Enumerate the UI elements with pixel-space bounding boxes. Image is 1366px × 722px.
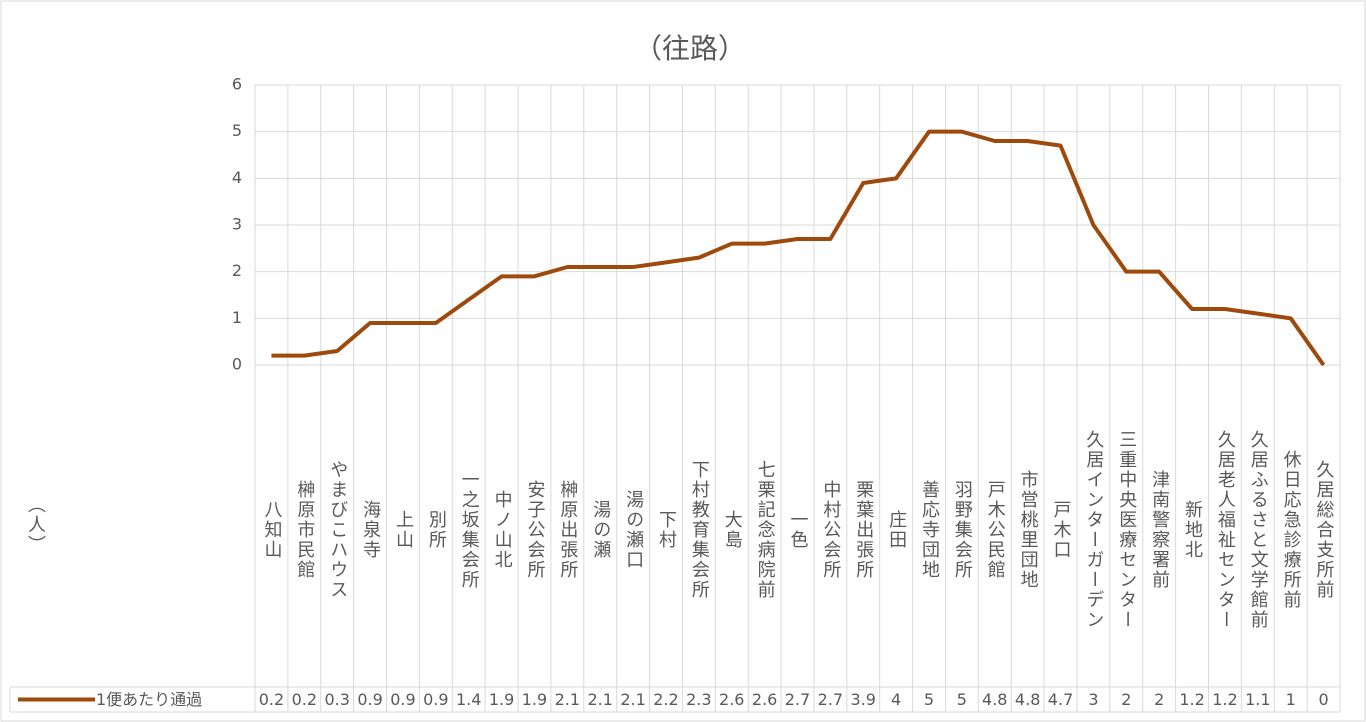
- table-value: 0.3: [324, 690, 349, 709]
- x-tick-label: 新地北: [1182, 500, 1203, 560]
- legend-label: 1便あたり通過: [96, 690, 202, 709]
- table-value: 5: [957, 690, 967, 709]
- y-tick-label: 3: [232, 215, 242, 234]
- table-value: 4.8: [982, 690, 1007, 709]
- x-tick-label: 久居総合支所前: [1314, 460, 1335, 600]
- x-tick-label: 市営桃里団地: [1018, 470, 1039, 590]
- x-tick-label: 善応寺団地: [919, 480, 940, 580]
- x-tick-label: 七栗記念病院前: [755, 460, 776, 600]
- x-tick-label: 久居インターガーデン: [1083, 430, 1104, 630]
- table-value: 2.6: [752, 690, 777, 709]
- x-tick-label: 大島: [722, 510, 743, 550]
- table-value: 0.9: [390, 690, 415, 709]
- x-tick-label: 中ノ山北: [492, 490, 513, 570]
- table-value: 1.2: [1212, 690, 1237, 709]
- x-tick-label: 三重中央医療センター: [1116, 430, 1137, 630]
- x-tick-label: 戸木公民館: [985, 480, 1006, 580]
- table-value: 2.1: [588, 690, 613, 709]
- table-value: 2.1: [555, 690, 580, 709]
- x-tick-label: 安子公会所: [524, 480, 545, 580]
- x-tick-label: 別所: [426, 510, 447, 550]
- table-value: 0: [1318, 690, 1328, 709]
- x-tick-label: 中村公会所: [820, 480, 841, 580]
- x-tick-label: やまびこハウス: [327, 460, 348, 600]
- table-value: 2.6: [719, 690, 744, 709]
- x-tick-label: 津南警察署前: [1149, 470, 1170, 590]
- table-value: 0.2: [259, 690, 284, 709]
- y-tick-label: 4: [232, 168, 242, 187]
- table-value: 0.9: [423, 690, 448, 709]
- line-series: [271, 129, 1326, 367]
- table-value: 2.3: [686, 690, 711, 709]
- table-value: 0.2: [292, 690, 317, 709]
- table-value: 1.9: [489, 690, 514, 709]
- table-value: 4.7: [1048, 690, 1073, 709]
- y-tick-label: 0: [232, 355, 242, 374]
- y-tick-label: 6: [232, 75, 242, 94]
- x-tick-label: 久居ふるさと文学館前: [1248, 430, 1269, 630]
- x-tick-label: 羽野集会所: [952, 480, 973, 580]
- y-axis-title: （人）: [25, 495, 46, 555]
- x-tick-label: 下村教育集会所: [689, 460, 710, 600]
- x-tick-label: 下村: [656, 510, 677, 550]
- table-value: 2.7: [785, 690, 810, 709]
- y-tick-label: 2: [232, 261, 242, 280]
- x-tick-label: 海泉寺: [360, 500, 381, 560]
- table-value: 2.1: [620, 690, 645, 709]
- y-tick-label: 1: [232, 308, 242, 327]
- x-tick-label: 湯の瀬: [590, 500, 611, 560]
- x-tick-label: 休日応急診療所前: [1281, 450, 1302, 610]
- x-tick-label: 湯の瀬口: [623, 490, 644, 570]
- x-tick-label: 一之坂集会所: [459, 470, 480, 590]
- x-tick-label: 上山: [393, 510, 414, 550]
- table-value: 2.7: [818, 690, 843, 709]
- table-value: 0.9: [357, 690, 382, 709]
- x-tick-label: 戸木口: [1051, 500, 1072, 560]
- chart-title: （往路）: [634, 32, 746, 65]
- table-value: 1: [1286, 690, 1296, 709]
- table-value: 2: [1121, 690, 1131, 709]
- y-tick-label: 5: [232, 121, 242, 140]
- x-tick-label: 八知山: [261, 500, 282, 560]
- x-tick-label: 久居老人福祉センター: [1215, 430, 1236, 630]
- table-value: 2.2: [653, 690, 678, 709]
- table-value: 5: [924, 690, 934, 709]
- table-value: 4: [891, 690, 901, 709]
- table-value: 1.9: [522, 690, 547, 709]
- x-tick-label: 一色: [788, 510, 809, 550]
- x-tick-label: 榊原市民館: [294, 480, 315, 580]
- x-tick-label: 榊原出張所: [557, 480, 578, 580]
- table-value: 3: [1088, 690, 1098, 709]
- table-value: 1.2: [1179, 690, 1204, 709]
- x-tick-label: 栗葉出張所: [853, 480, 874, 580]
- table-value: 4.8: [1015, 690, 1040, 709]
- table-value: 3.9: [851, 690, 876, 709]
- table-value: 1.1: [1245, 690, 1270, 709]
- table-value: 2: [1154, 690, 1164, 709]
- x-tick-label: 庄田: [886, 510, 907, 550]
- table-value: 1.4: [456, 690, 481, 709]
